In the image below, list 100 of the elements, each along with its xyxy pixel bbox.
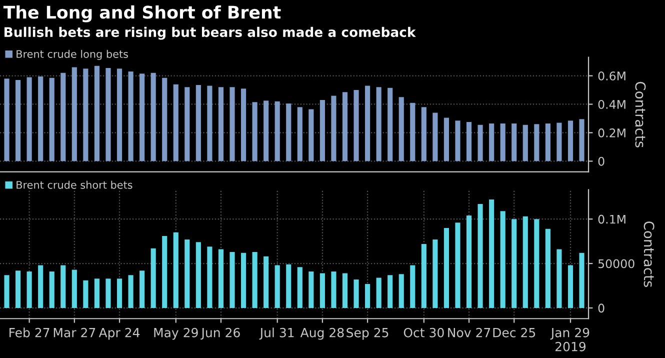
bar xyxy=(354,90,359,162)
bar xyxy=(410,102,416,162)
bar xyxy=(207,246,212,308)
bar xyxy=(196,242,201,308)
bar xyxy=(230,87,235,162)
x-tick-label: Mar 27 xyxy=(54,328,96,338)
bar xyxy=(410,265,416,308)
bar xyxy=(286,264,292,308)
bar xyxy=(376,87,382,162)
bar xyxy=(522,124,528,162)
bar xyxy=(478,124,483,162)
bar xyxy=(522,216,528,308)
bar xyxy=(556,249,562,308)
bar xyxy=(489,200,494,308)
bar xyxy=(94,66,100,162)
bar xyxy=(128,275,134,308)
y-tick-label: 0.6M xyxy=(598,72,626,80)
y-tick-label: 0 xyxy=(598,304,604,313)
x-tick-label: Oct 30 xyxy=(404,328,444,338)
y-axis-title: Contracts xyxy=(635,82,646,148)
x-tick-label: Nov 27 xyxy=(448,328,490,338)
bar xyxy=(60,72,66,162)
bar xyxy=(365,86,370,162)
bar xyxy=(545,123,550,162)
bar xyxy=(534,219,540,308)
bar xyxy=(512,123,517,162)
bar xyxy=(320,100,325,162)
bar xyxy=(444,228,450,308)
y-tick-label: 0.4M xyxy=(598,100,626,109)
bar xyxy=(342,92,348,162)
bar xyxy=(320,273,325,308)
bar xyxy=(16,80,21,162)
bar xyxy=(106,68,111,162)
bar xyxy=(579,119,584,162)
bar xyxy=(162,78,168,162)
bar xyxy=(72,67,77,162)
bar xyxy=(240,252,246,308)
bar xyxy=(38,265,44,308)
x-tick-label: May 29 xyxy=(154,328,198,340)
bar xyxy=(331,96,336,162)
bar xyxy=(26,77,32,162)
bar xyxy=(230,252,235,308)
bar xyxy=(162,236,168,308)
bar xyxy=(83,280,88,308)
y-axis-title: Contracts xyxy=(644,221,654,287)
bar xyxy=(512,219,517,308)
bar xyxy=(94,278,100,308)
bar xyxy=(274,101,280,162)
bar xyxy=(16,270,21,308)
legend-label: Brent crude short bets xyxy=(16,180,132,189)
bar xyxy=(207,86,212,162)
bar xyxy=(534,124,540,162)
bar xyxy=(354,280,359,308)
bar xyxy=(4,78,10,162)
bar xyxy=(342,273,348,308)
bar xyxy=(489,123,494,162)
bar xyxy=(365,284,370,308)
bar xyxy=(116,68,122,162)
bar xyxy=(196,85,201,162)
bar xyxy=(398,97,404,162)
bar xyxy=(421,107,426,162)
x-tick-label: Sep 25 xyxy=(346,328,388,340)
bar xyxy=(49,78,54,162)
bar xyxy=(376,278,382,308)
bar xyxy=(60,265,66,308)
bar xyxy=(173,232,178,308)
bar xyxy=(72,270,77,308)
bar xyxy=(218,249,224,308)
bar xyxy=(444,118,450,162)
bar xyxy=(579,252,584,308)
bar xyxy=(264,100,269,162)
chart-title: The Long and Short of Brent xyxy=(3,5,281,22)
bar xyxy=(388,275,393,308)
bar xyxy=(545,228,550,308)
bar xyxy=(568,265,574,308)
x-tick-label: Jan 29 2019 xyxy=(550,328,590,352)
bar xyxy=(83,68,88,162)
x-tick-label: Aug 28 xyxy=(300,328,344,340)
bar xyxy=(331,272,336,308)
bar xyxy=(308,109,314,162)
legend-label: Brent crude long bets xyxy=(16,50,128,60)
x-tick-label: Dec 25 xyxy=(493,328,536,338)
bar xyxy=(106,278,111,308)
bar xyxy=(308,272,314,308)
bar xyxy=(38,76,44,162)
bar xyxy=(568,120,574,162)
bar xyxy=(218,87,224,162)
bar xyxy=(173,84,178,162)
bar xyxy=(455,120,460,162)
bar xyxy=(297,267,302,308)
bar xyxy=(455,222,460,308)
bar xyxy=(432,240,438,308)
bar xyxy=(116,278,122,308)
y-tick-label: 0.1M xyxy=(598,214,626,224)
bar xyxy=(264,256,269,308)
x-tick-label: Jul 31 xyxy=(259,328,294,340)
bar xyxy=(421,244,426,308)
y-tick-label: 0 xyxy=(598,156,604,166)
bar xyxy=(184,87,190,162)
bar xyxy=(478,204,483,308)
